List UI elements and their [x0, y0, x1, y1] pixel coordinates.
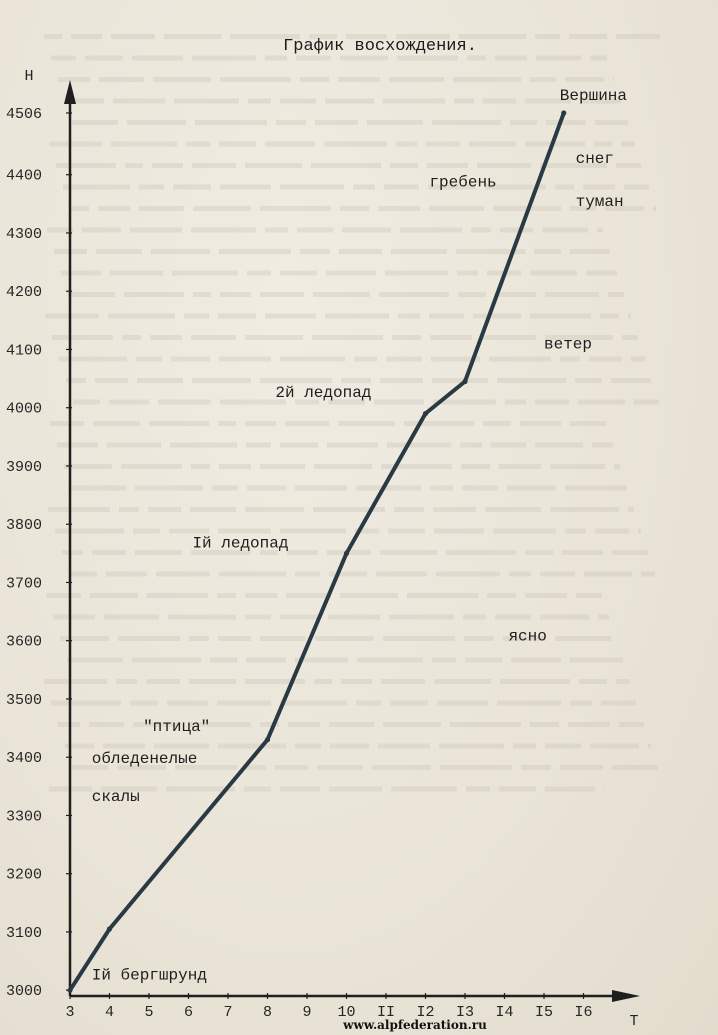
y-tick-label: 3500: [6, 692, 42, 709]
axes: [64, 80, 640, 1002]
ascent-point: [343, 550, 350, 556]
x-axis-arrow: [612, 990, 640, 1002]
annotation-label: Iй ледопад: [192, 535, 288, 553]
annotation-label: "птица": [143, 718, 210, 736]
y-tick-label: 3300: [6, 808, 42, 825]
ascent-point: [106, 926, 113, 932]
y-tick-label: 4000: [6, 401, 42, 418]
ascent-point: [561, 110, 567, 116]
series-group: [67, 110, 567, 993]
annotation-label: гребень: [429, 173, 496, 191]
x-tick-label: I4: [495, 1004, 513, 1021]
y-tick-label: 3900: [6, 459, 42, 476]
y-tick-label: 3700: [6, 575, 42, 592]
y-tick-label: 4506: [6, 106, 42, 123]
annotation-label: ветер: [544, 335, 592, 353]
annotation-label: туман: [576, 193, 624, 211]
y-tick-label: 4200: [6, 284, 42, 301]
ascent-line: [68, 111, 566, 993]
x-tick-label: 7: [223, 1004, 232, 1021]
annotation-label: 2й ледопад: [275, 384, 371, 402]
annotation-label: снег: [576, 150, 614, 168]
y-tick-label: 3100: [6, 925, 42, 942]
y-axis-ticks: 3000 3100 3200 3300 3400 3500 3600 3700 3800 3900…: [6, 106, 72, 1000]
annotation-label: Iй бергшрунд: [92, 967, 207, 985]
y-tick-label: 4400: [6, 168, 42, 185]
ascent-point: [264, 737, 271, 743]
annotation-label: Вершина: [560, 87, 628, 105]
chart-title: График восхождения.: [283, 37, 477, 56]
x-tick-label: I5: [535, 1004, 553, 1021]
ascent-point: [67, 987, 73, 993]
x-axis-ticks: 3 4 5 6 7 8 9 10 II I2 I3 I4 I5 I6: [65, 993, 593, 1021]
annotations: Вершина снег туман гребень ветер 2й ледопад Iй…: [92, 87, 628, 985]
annotation-label: ясно: [508, 628, 546, 646]
y-tick-label: 3000: [6, 983, 42, 1000]
x-tick-label: I6: [574, 1004, 592, 1021]
ascent-point: [462, 378, 468, 385]
ascent-point: [422, 410, 429, 417]
y-tick-label: 4300: [6, 226, 42, 243]
x-tick-label: 4: [105, 1004, 114, 1021]
annotation-label: скалы: [92, 788, 140, 806]
y-axis-arrow: [64, 80, 76, 104]
watermark-text: www.alpfederation.ru: [342, 1018, 487, 1032]
y-tick-label: 4100: [6, 342, 42, 359]
x-tick-label: 9: [302, 1004, 311, 1021]
y-tick-label: 3800: [6, 517, 42, 534]
x-tick-label: I3: [456, 1004, 474, 1021]
x-tick-label: 8: [263, 1004, 272, 1021]
x-tick-label: I2: [416, 1004, 434, 1021]
y-tick-label: 3600: [6, 634, 42, 651]
y-axis-label: Н: [24, 68, 33, 85]
x-tick-label: 3: [65, 1004, 74, 1021]
y-tick-label: 3400: [6, 750, 42, 767]
x-tick-label: 5: [144, 1004, 153, 1021]
x-tick-label: II: [377, 1004, 395, 1021]
y-tick-label: 3200: [6, 867, 42, 884]
annotation-label: обледенелые: [92, 750, 198, 768]
x-tick-label: 10: [337, 1004, 355, 1021]
x-tick-label: 6: [184, 1004, 193, 1021]
x-axis-label: Т: [629, 1013, 638, 1030]
